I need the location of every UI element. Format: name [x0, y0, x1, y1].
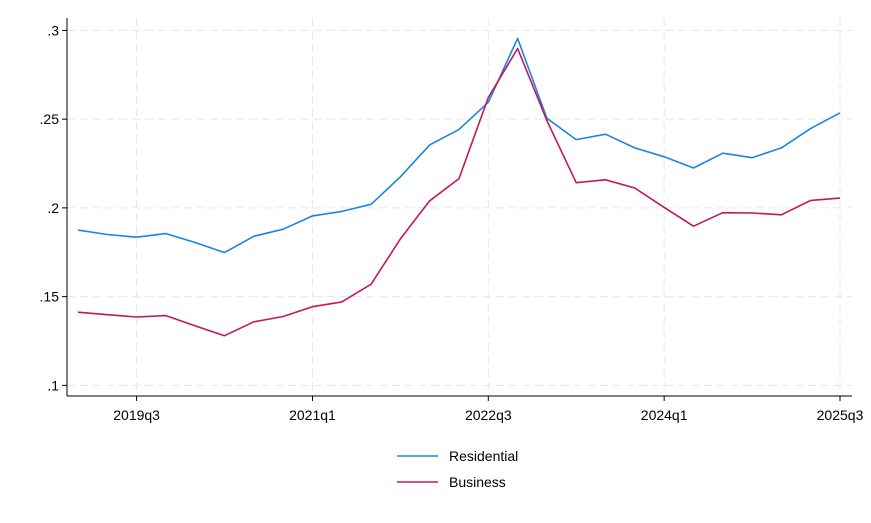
legend-label-business: Business — [449, 474, 506, 490]
x-tick-label: 2024q1 — [641, 407, 688, 423]
series-line-business — [77, 47, 841, 337]
legend: Residential Business — [397, 448, 518, 490]
x-tick-label: 2021q1 — [289, 407, 336, 423]
y-tick-label: .2 — [47, 200, 59, 216]
y-tick-label: .15 — [40, 289, 60, 305]
x-tick-label: 2019q3 — [113, 407, 160, 423]
y-tick-label: .1 — [47, 377, 59, 393]
x-tick-label: 2025q3 — [817, 407, 864, 423]
y-tick-label: .3 — [47, 22, 59, 38]
series-line-residential — [77, 37, 841, 254]
series-layer — [77, 37, 841, 337]
grid-lines — [67, 18, 852, 396]
y-tick-label: .25 — [40, 111, 60, 127]
tick-labels: .1 .15 .2 .25 .3 2019q3 2021q1 2022q3 2024q1 2025… — [40, 22, 864, 423]
legend-label-residential: Residential — [449, 448, 518, 464]
x-tick-label: 2022q3 — [465, 407, 512, 423]
axes — [62, 18, 852, 401]
